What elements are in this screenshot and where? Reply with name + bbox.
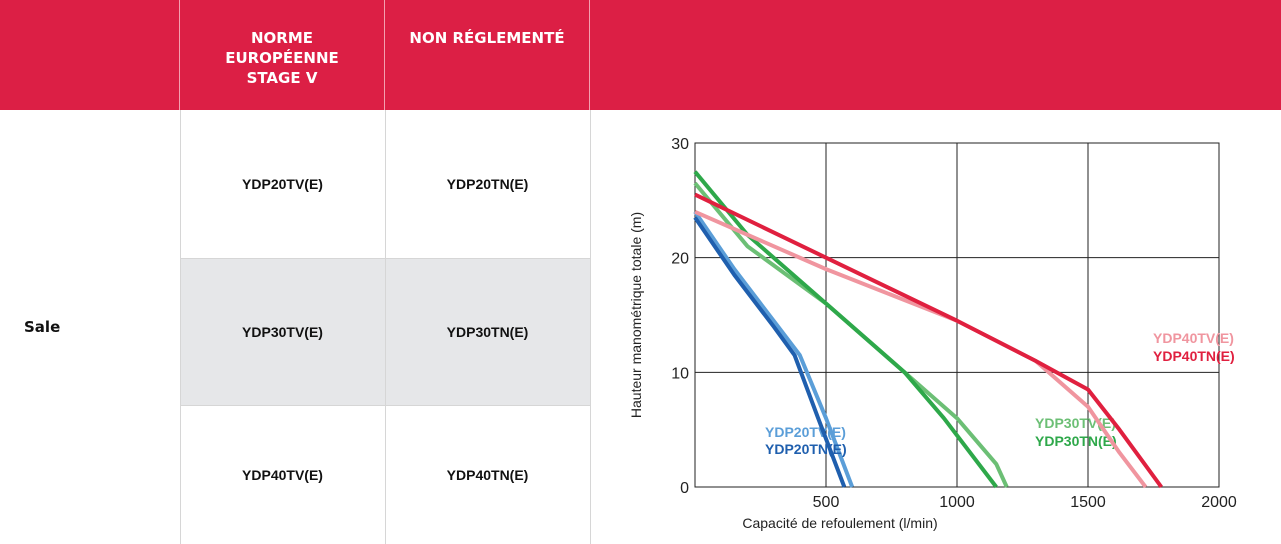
series-label: YDP20TN(E): [765, 441, 847, 457]
y-tick-label: 20: [671, 251, 689, 268]
series-label: YDP40TV(E): [1153, 330, 1234, 346]
divider: [590, 110, 591, 544]
x-tick-label: 2000: [1201, 494, 1237, 511]
divider: [180, 110, 181, 544]
x-tick-label: 1000: [939, 494, 975, 511]
x-tick-label: 1500: [1070, 494, 1106, 511]
header-cell: NORME EUROPÉENNE STAGE V: [180, 0, 385, 110]
header-cell: [0, 0, 180, 110]
curve: [693, 216, 847, 488]
curve: [694, 192, 1163, 489]
row-label: Sale: [24, 318, 61, 336]
curve: [693, 170, 998, 489]
x-axis-label: Capacité de refoulement (l/min): [742, 515, 937, 531]
y-tick-label: 30: [671, 136, 689, 153]
cell: YDP40TV(E): [242, 466, 323, 483]
y-axis-label: Hauteur manométrique totale (m): [628, 212, 644, 418]
divider: [180, 258, 590, 259]
header-cell: [590, 0, 1281, 110]
cell: YDP20TV(E): [242, 176, 323, 192]
cell: YDP40TN(E): [446, 466, 529, 483]
curve: [693, 210, 855, 488]
series-label: YDP40TN(E): [1153, 348, 1235, 364]
divider: [385, 110, 386, 544]
series-label: YDP20TV(E): [765, 424, 846, 440]
header-text: NORME EUROPÉENNE STAGE V: [225, 29, 339, 87]
cell: YDP20TN(E): [446, 176, 529, 192]
cell: YDP30TN(E): [446, 323, 529, 340]
header-text: NON RÉGLEMENTÉ: [409, 29, 565, 47]
divider: [180, 405, 590, 406]
y-tick-label: 0: [680, 480, 689, 497]
x-tick-label: 500: [813, 494, 840, 511]
header-cell: NON RÉGLEMENTÉ: [385, 0, 590, 110]
series-label: YDP30TN(E): [1035, 433, 1117, 449]
cell: YDP30TV(E): [242, 323, 323, 340]
y-tick-label: 10: [671, 365, 689, 382]
